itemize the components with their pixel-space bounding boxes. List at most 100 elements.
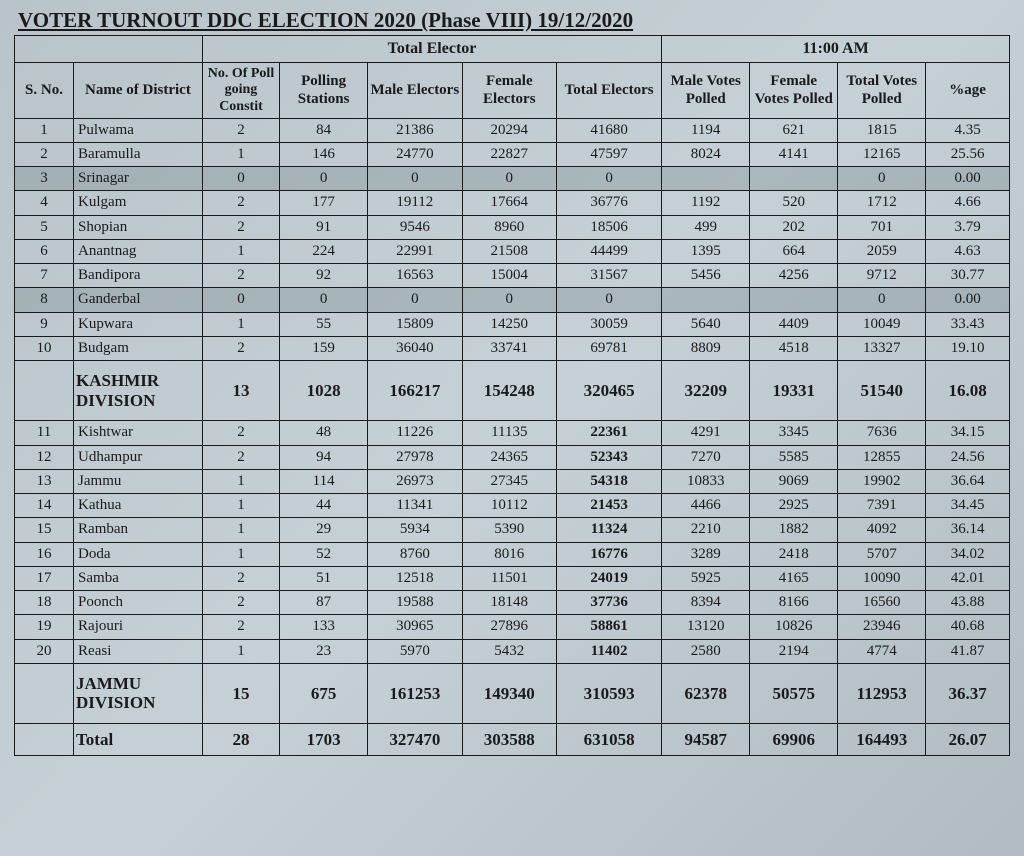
table-row: 17Samba251125181150124019592541651009042… (15, 566, 1010, 590)
cell-constit: 2 (202, 591, 279, 615)
cell-constit: 0 (202, 167, 279, 191)
cell-female-votes: 664 (750, 239, 838, 263)
turnout-table: Total Elector 11:00 AM S. No. Name of Di… (14, 35, 1010, 756)
division-sno-blank (15, 723, 74, 756)
cell-sno: 18 (15, 591, 74, 615)
cell-male-electors: 30965 (368, 615, 462, 639)
col-sno: S. No. (15, 63, 74, 118)
division-pct: 36.37 (926, 663, 1010, 723)
cell-female-electors: 10112 (462, 494, 556, 518)
cell-male-electors: 26973 (368, 469, 462, 493)
cell-female-electors: 8960 (462, 215, 556, 239)
page-title: VOTER TURNOUT DDC ELECTION 2020 (Phase V… (14, 8, 1010, 33)
cell-male-electors: 27978 (368, 445, 462, 469)
cell-total-votes: 19902 (838, 469, 926, 493)
cell-stations: 91 (280, 215, 368, 239)
cell-sno: 5 (15, 215, 74, 239)
cell-female-votes: 5585 (750, 445, 838, 469)
cell-total-votes: 0 (838, 288, 926, 312)
cell-stations: 23 (280, 639, 368, 663)
cell-district-name: Samba (74, 566, 203, 590)
cell-constit: 1 (202, 142, 279, 166)
col-total-votes: Total Votes Polled (838, 63, 926, 118)
cell-sno: 3 (15, 167, 74, 191)
cell-constit: 1 (202, 312, 279, 336)
cell-male-votes: 5456 (662, 264, 750, 288)
cell-district-name: Kulgam (74, 191, 203, 215)
cell-stations: 159 (280, 336, 368, 360)
cell-male-electors: 19112 (368, 191, 462, 215)
cell-female-votes: 4141 (750, 142, 838, 166)
cell-sno: 1 (15, 118, 74, 142)
cell-female-electors: 27896 (462, 615, 556, 639)
cell-female-votes: 202 (750, 215, 838, 239)
division-row: KASHMIR DIVISION131028166217154248320465… (15, 361, 1010, 421)
group-header-row: Total Elector 11:00 AM (15, 36, 1010, 63)
table-row: 6Anantnag1224229912150844499139566420594… (15, 239, 1010, 263)
cell-male-votes: 8394 (662, 591, 750, 615)
cell-total-votes: 7636 (838, 421, 926, 445)
cell-total-electors: 0 (557, 288, 662, 312)
cell-male-votes: 7270 (662, 445, 750, 469)
grand-total-row: Total28170332747030358863105894587699061… (15, 723, 1010, 756)
cell-constit: 2 (202, 215, 279, 239)
cell-total-votes: 5707 (838, 542, 926, 566)
cell-total-votes: 4774 (838, 639, 926, 663)
cell-female-electors: 11135 (462, 421, 556, 445)
cell-stations: 51 (280, 566, 368, 590)
cell-male-votes: 10833 (662, 469, 750, 493)
cell-total-electors: 58861 (557, 615, 662, 639)
cell-pct: 43.88 (926, 591, 1010, 615)
division-male_e: 166217 (368, 361, 462, 421)
cell-stations: 114 (280, 469, 368, 493)
cell-pct: 4.63 (926, 239, 1010, 263)
table-row: 15Ramban129593453901132422101882409236.1… (15, 518, 1010, 542)
division-male_e: 161253 (368, 663, 462, 723)
cell-total-votes: 1815 (838, 118, 926, 142)
division-female_v: 69906 (750, 723, 838, 756)
division-sno-blank (15, 361, 74, 421)
cell-male-votes (662, 167, 750, 191)
division-male_v: 94587 (662, 723, 750, 756)
division-male_e: 327470 (368, 723, 462, 756)
cell-district-name: Kathua (74, 494, 203, 518)
cell-male-electors: 24770 (368, 142, 462, 166)
table-row: 16Doda152876080161677632892418570734.02 (15, 542, 1010, 566)
division-constit: 15 (202, 663, 279, 723)
cell-total-votes: 1712 (838, 191, 926, 215)
cell-district-name: Baramulla (74, 142, 203, 166)
cell-pct: 41.87 (926, 639, 1010, 663)
cell-constit: 2 (202, 421, 279, 445)
cell-female-electors: 18148 (462, 591, 556, 615)
cell-total-votes: 4092 (838, 518, 926, 542)
table-row: 19Rajouri2133309652789658861131201082623… (15, 615, 1010, 639)
col-district: Name of District (74, 63, 203, 118)
division-total_v: 51540 (838, 361, 926, 421)
cell-total-votes: 23946 (838, 615, 926, 639)
cell-female-votes: 520 (750, 191, 838, 215)
division-total_v: 112953 (838, 663, 926, 723)
cell-total-electors: 36776 (557, 191, 662, 215)
cell-total-votes: 13327 (838, 336, 926, 360)
cell-pct: 36.64 (926, 469, 1010, 493)
cell-female-electors: 15004 (462, 264, 556, 288)
division-female_e: 149340 (462, 663, 556, 723)
cell-stations: 55 (280, 312, 368, 336)
cell-sno: 4 (15, 191, 74, 215)
column-header-row: S. No. Name of District No. Of Poll goin… (15, 63, 1010, 118)
cell-sno: 2 (15, 142, 74, 166)
table-row: 8Ganderbal0000000.00 (15, 288, 1010, 312)
cell-total-votes: 7391 (838, 494, 926, 518)
cell-female-votes: 10826 (750, 615, 838, 639)
col-total-electors: Total Electors (557, 63, 662, 118)
table-row: 4Kulgam2177191121766436776119252017124.6… (15, 191, 1010, 215)
table-row: 12Udhampur294279782436552343727055851285… (15, 445, 1010, 469)
cell-total-electors: 37736 (557, 591, 662, 615)
cell-stations: 146 (280, 142, 368, 166)
cell-female-votes: 4409 (750, 312, 838, 336)
cell-stations: 177 (280, 191, 368, 215)
table-row: 7Bandipora292165631500431567545642569712… (15, 264, 1010, 288)
cell-sno: 20 (15, 639, 74, 663)
table-row: 5Shopian29195468960185064992027013.79 (15, 215, 1010, 239)
cell-female-electors: 24365 (462, 445, 556, 469)
